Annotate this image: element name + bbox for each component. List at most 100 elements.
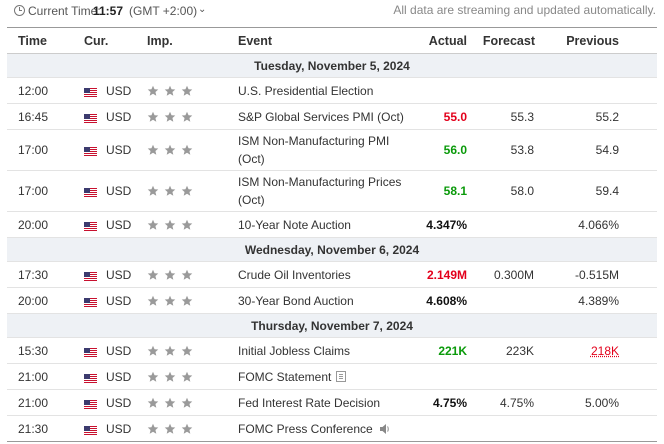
- event-name[interactable]: Crude Oil Inventories: [238, 262, 351, 287]
- star-icon: [164, 185, 176, 197]
- event-actual: 2.149M: [426, 267, 467, 282]
- event-name[interactable]: 10-Year Note Auction: [238, 212, 351, 237]
- event-name-text[interactable]: ISM Non-Manufacturing Prices (Oct): [238, 175, 402, 207]
- star-icon: [181, 269, 193, 281]
- event-time: 17:00: [18, 184, 49, 198]
- event-currency: USD: [106, 184, 132, 198]
- event-actual: 4.75%: [432, 395, 467, 410]
- event-row[interactable]: 15:30 USD Initial Jobless Claims 221K 223K 21…: [7, 338, 657, 364]
- event-name-text[interactable]: ISM Non-Manufacturing PMI (Oct): [238, 134, 390, 166]
- star-icon: [181, 295, 193, 307]
- event-name-text[interactable]: U.S. Presidential Election: [238, 83, 374, 98]
- economic-calendar-table: Time Cur. Imp. Event Actual Forecast Pre…: [7, 27, 657, 442]
- header-actual[interactable]: Actual: [428, 33, 467, 48]
- event-name-text[interactable]: Initial Jobless Claims: [238, 343, 351, 358]
- header-importance[interactable]: Imp.: [147, 33, 173, 48]
- event-currency: USD: [106, 421, 132, 436]
- event-row[interactable]: 20:00 USD 10-Year Note Auction 4.347% 4.066%: [7, 212, 657, 238]
- header-currency[interactable]: Cur.: [84, 33, 109, 48]
- header-previous[interactable]: Previous: [566, 33, 619, 48]
- event-time: 16:45: [18, 109, 49, 124]
- day-label: Tuesday, November 5, 2024: [254, 58, 410, 73]
- speaker-icon[interactable]: [379, 423, 391, 435]
- event-time: 21:00: [18, 369, 49, 384]
- event-name[interactable]: ISM Non-Manufacturing Prices (Oct): [238, 171, 418, 211]
- star-icon: [147, 371, 159, 383]
- event-name-text[interactable]: FOMC Statement: [238, 369, 332, 384]
- us-flag-icon: [84, 346, 97, 357]
- event-currency: USD: [106, 343, 132, 358]
- us-flag-icon: [84, 112, 97, 123]
- event-name[interactable]: S&P Global Services PMI (Oct): [238, 104, 404, 129]
- star-icon: [164, 111, 176, 123]
- event-forecast: 0.300M: [493, 267, 534, 282]
- event-name[interactable]: ISM Non-Manufacturing PMI (Oct): [238, 130, 418, 170]
- star-icon: [181, 397, 193, 409]
- event-currency: USD: [106, 267, 132, 282]
- chevron-down-icon[interactable]: ⌄: [198, 4, 207, 15]
- star-icon: [164, 423, 176, 435]
- event-time: 20:00: [18, 293, 49, 308]
- event-time: 15:30: [18, 343, 49, 358]
- star-icon: [181, 144, 193, 156]
- header-forecast[interactable]: Forecast: [482, 33, 535, 48]
- importance-stars: [147, 212, 198, 237]
- event-previous: 4.066%: [578, 217, 619, 232]
- event-row[interactable]: 17:00 USD ISM Non-Manufacturing PMI (Oct) 5…: [7, 130, 657, 171]
- event-row[interactable]: 17:00 USD ISM Non-Manufacturing Prices (Oc…: [7, 171, 657, 212]
- star-icon: [147, 85, 159, 97]
- event-name[interactable]: 30-Year Bond Auction: [238, 288, 354, 313]
- event-currency: USD: [106, 293, 132, 308]
- event-row[interactable]: 21:30 USD FOMC Press Conference: [7, 416, 657, 441]
- event-row[interactable]: 16:45 USD S&P Global Services PMI (Oct) 55.…: [7, 104, 657, 130]
- star-icon: [181, 423, 193, 435]
- event-row[interactable]: 20:00 USD 30-Year Bond Auction 4.608% 4.389%: [7, 288, 657, 314]
- day-header-row: Thursday, November 7, 2024: [7, 314, 657, 338]
- importance-stars: [147, 390, 198, 415]
- star-icon: [181, 85, 193, 97]
- event-name-text[interactable]: FOMC Press Conference: [238, 421, 373, 436]
- star-icon: [164, 219, 176, 231]
- event-actual: 221K: [438, 343, 467, 358]
- event-name-text[interactable]: Crude Oil Inventories: [238, 267, 351, 282]
- event-previous: 54.9: [595, 143, 619, 157]
- star-icon: [181, 185, 193, 197]
- us-flag-icon: [84, 86, 97, 97]
- event-name[interactable]: FOMC Statement: [238, 364, 347, 389]
- event-name-text[interactable]: S&P Global Services PMI (Oct): [238, 109, 404, 124]
- event-name-text[interactable]: 30-Year Bond Auction: [238, 293, 354, 308]
- event-row[interactable]: 17:30 USD Crude Oil Inventories 2.149M 0.300…: [7, 262, 657, 288]
- event-name[interactable]: Fed Interest Rate Decision: [238, 390, 380, 415]
- event-currency: USD: [106, 143, 132, 157]
- document-icon[interactable]: [336, 371, 347, 382]
- star-icon: [147, 345, 159, 357]
- star-icon: [164, 345, 176, 357]
- event-forecast: 55.3: [510, 109, 534, 124]
- streaming-note: All data are streaming and updated autom…: [393, 3, 656, 17]
- star-icon: [164, 85, 176, 97]
- event-name-text[interactable]: 10-Year Note Auction: [238, 217, 351, 232]
- clock-icon: [14, 5, 25, 16]
- event-name[interactable]: FOMC Press Conference: [238, 416, 391, 441]
- importance-stars: [147, 171, 198, 211]
- event-forecast: 58.0: [510, 184, 534, 198]
- event-row[interactable]: 21:00 USD Fed Interest Rate Decision 4.75% 4…: [7, 390, 657, 416]
- event-actual: 58.1: [443, 184, 467, 198]
- header-time[interactable]: Time: [18, 33, 47, 48]
- timezone-selector[interactable]: (GMT +2:00): [129, 4, 198, 18]
- us-flag-icon: [84, 270, 97, 281]
- day-label: Wednesday, November 6, 2024: [244, 242, 420, 257]
- event-row[interactable]: 12:00 USD U.S. Presidential Election: [7, 78, 657, 104]
- header-event[interactable]: Event: [238, 33, 273, 48]
- star-icon: [164, 295, 176, 307]
- us-flag-icon: [84, 145, 97, 156]
- event-name[interactable]: U.S. Presidential Election: [238, 78, 373, 103]
- star-icon: [147, 185, 159, 197]
- event-name[interactable]: Initial Jobless Claims: [238, 338, 350, 363]
- event-previous: 59.4: [595, 184, 619, 198]
- table-header: Time Cur. Imp. Event Actual Forecast Pre…: [7, 28, 657, 54]
- event-name-text[interactable]: Fed Interest Rate Decision: [238, 395, 381, 410]
- star-icon: [147, 269, 159, 281]
- event-row[interactable]: 21:00 USD FOMC Statement: [7, 364, 657, 390]
- day-header-row: Wednesday, November 6, 2024: [7, 238, 657, 262]
